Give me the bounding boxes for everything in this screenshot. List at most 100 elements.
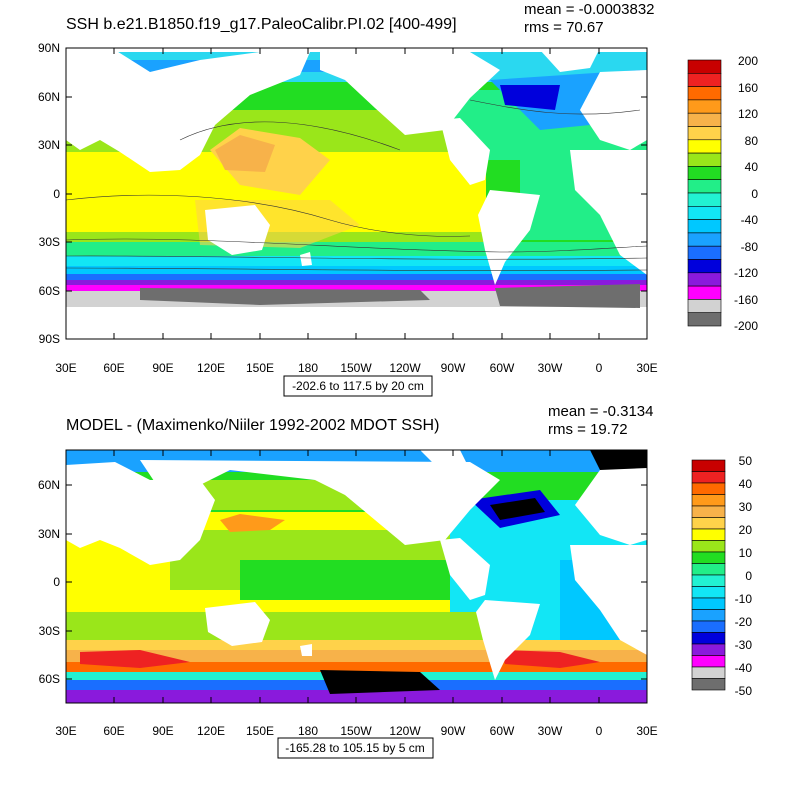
bottom-colorbar-swatch [691, 459, 726, 472]
top-colorbar-label: 0 [751, 187, 758, 201]
top-colorbar-swatch [687, 126, 722, 141]
bottom-colorbar-swatch [691, 609, 726, 622]
top-lon-label: 60E [103, 361, 124, 375]
top-colorbar-swatch [687, 112, 722, 127]
bottom-title: MODEL - (Maximenko/Niiler 1992-2002 MDOT… [66, 417, 439, 434]
top-colorbar-label: 80 [745, 134, 759, 148]
bottom-lon-label: 150E [246, 724, 274, 738]
top-lat-label: 90S [39, 332, 60, 346]
bottom-colorbar-label: -50 [735, 684, 753, 698]
top-lon-label: 150W [340, 361, 372, 375]
top-rms: rms = 70.67 [524, 19, 604, 36]
bottom-colorbar-label: -10 [735, 592, 753, 606]
bottom-lat-label: 0 [53, 575, 60, 589]
bottom-lon-label: 30E [55, 724, 76, 738]
bottom-colorbar-swatch [691, 666, 726, 679]
top-lon-label: 60W [490, 361, 515, 375]
top-colorbar-label: -80 [741, 240, 759, 254]
top-range-label: -202.6 to 117.5 by 20 cm [292, 379, 424, 393]
bottom-lon-label: 60E [103, 724, 124, 738]
bottom-lon-labels: 30E 60E 90E 120E 150E 180 150W 120W 90W … [55, 724, 657, 738]
top-axis-ticks [65, 47, 648, 340]
top-colorbar-swatch [687, 192, 722, 207]
bottom-lon-label: 30W [538, 724, 563, 738]
top-lon-label: 90W [441, 361, 466, 375]
bottom-lat-labels: 60N 30N 0 30S 60S [38, 478, 60, 686]
bottom-colorbar-labels: 50 40 30 20 10 0 -10 -20 -30 -40 -50 [735, 454, 753, 698]
bottom-range-box [277, 737, 434, 759]
bottom-colorbar-swatch [691, 551, 726, 564]
bottom-lon-label: 90E [152, 724, 173, 738]
bottom-colorbar-label: 0 [745, 569, 752, 583]
top-colorbar-swatch [687, 59, 722, 74]
bottom-colorbar-swatch [691, 494, 726, 507]
bottom-colorbar-swatch [691, 563, 726, 576]
top-lon-label: 30W [538, 361, 563, 375]
top-colorbar-swatch [687, 259, 722, 274]
bottom-lat-label: 60N [38, 478, 60, 492]
top-lon-label: 30E [636, 361, 657, 375]
bottom-colorbar-label: 50 [739, 454, 753, 468]
bottom-axis-ticks [65, 450, 648, 703]
bottom-colorbar-label: 40 [739, 477, 753, 491]
top-lon-labels: 30E 60E 90E 120E 150E 180 150W 120W 90W … [55, 361, 657, 375]
top-lon-label: 150E [246, 361, 274, 375]
top-colorbar-swatch [687, 86, 722, 101]
top-colorbar-swatch [687, 166, 722, 180]
bottom-lat-label: 60S [39, 672, 60, 686]
bottom-colorbar-swatch [691, 471, 726, 484]
bottom-rms: rms = 19.72 [548, 421, 628, 438]
top-lat-label: 30N [38, 138, 60, 152]
bottom-colorbar-swatch [691, 482, 726, 495]
top-colorbar-label: -200 [734, 319, 758, 333]
top-colorbar-label: -40 [741, 213, 759, 227]
bottom-colorbar-swatch [691, 586, 726, 599]
bottom-lon-label: 90W [441, 724, 466, 738]
bottom-range-label: -165.28 to 105.15 by 5 cm [285, 741, 424, 755]
bottom-colorbar-label: 20 [739, 523, 753, 537]
top-colorbar-swatch [687, 219, 722, 234]
bottom-lon-label: 120E [197, 724, 225, 738]
bottom-mean: mean = -0.3134 [548, 403, 654, 420]
top-lon-label: 120E [197, 361, 225, 375]
top-colorbar-swatch [687, 139, 722, 154]
bottom-lat-label: 30N [38, 527, 60, 541]
top-mean: mean = -0.0003832 [524, 1, 655, 18]
bottom-panel: MODEL - (Maximenko/Niiler 1992-2002 MDOT… [38, 403, 753, 759]
top-lon-label: 120W [389, 361, 421, 375]
top-lat-label: 60N [38, 90, 60, 104]
bottom-colorbar-swatch [691, 597, 726, 610]
top-colorbar-labels: 200 160 120 80 40 0 -40 -80 -120 -160 -2… [734, 54, 758, 333]
top-lon-label: 30E [55, 361, 76, 375]
bottom-colorbar-swatch [691, 574, 726, 587]
top-colorbar-swatch [687, 152, 722, 167]
bottom-map-field [66, 450, 647, 703]
top-colorbar-swatch [687, 232, 722, 247]
bottom-colorbar-swatch [691, 517, 726, 530]
bottom-colorbar-label: 30 [739, 500, 753, 514]
top-lon-label: 0 [596, 361, 603, 375]
bottom-colorbar-swatch [691, 643, 726, 656]
bottom-colorbar [691, 459, 726, 691]
top-colorbar-label: 160 [738, 81, 758, 95]
bottom-colorbar-swatch [691, 505, 726, 518]
bottom-lon-label: 120W [389, 724, 421, 738]
bottom-lon-label: 30E [636, 724, 657, 738]
top-colorbar-label: -160 [734, 293, 758, 307]
top-lon-label: 90E [152, 361, 173, 375]
top-map-field [66, 48, 647, 339]
top-colorbar-swatch [687, 206, 722, 220]
top-lat-label: 60S [39, 284, 60, 298]
bottom-lat-label: 30S [39, 624, 60, 638]
bottom-colorbar-label: 10 [739, 546, 753, 560]
top-colorbar-label: 200 [738, 54, 758, 68]
top-colorbar-swatch [687, 245, 722, 260]
bottom-lon-label: 180 [298, 724, 318, 738]
top-title: SSH b.e21.B1850.f19_g17.PaleoCalibr.PI.0… [66, 16, 457, 33]
top-lat-label: 90N [38, 41, 60, 55]
top-panel: SSH b.e21.B1850.f19_g17.PaleoCalibr.PI.0… [38, 1, 758, 397]
top-lat-label: 0 [53, 187, 60, 201]
bottom-lon-label: 150W [340, 724, 372, 738]
bottom-colorbar-swatch [691, 528, 726, 541]
bottom-colorbar-label: -40 [735, 661, 753, 675]
